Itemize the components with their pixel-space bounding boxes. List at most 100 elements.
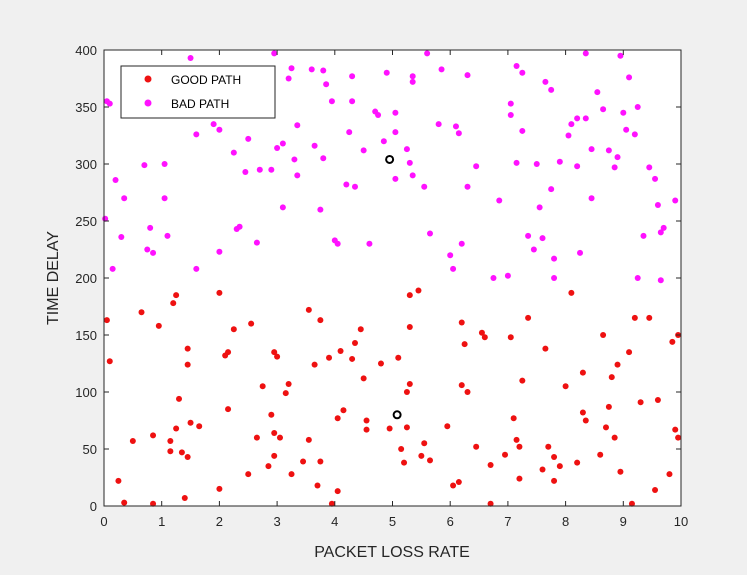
- bad-path-point: [611, 164, 618, 171]
- good-path-point: [337, 347, 344, 354]
- bad-path-point: [392, 175, 399, 182]
- bad-path-point: [654, 202, 661, 209]
- good-path-point: [669, 338, 676, 345]
- bad-path-point: [320, 67, 327, 74]
- y-tick-label: 150: [75, 328, 97, 343]
- bad-path-point: [490, 275, 497, 281]
- highlighted-point: [392, 410, 402, 420]
- good-path-point: [317, 317, 324, 324]
- bad-path-point: [568, 121, 575, 128]
- x-tick-label: 6: [447, 514, 454, 529]
- good-path-point: [602, 424, 609, 431]
- good-path-point: [579, 369, 586, 376]
- bad-path-point: [294, 172, 301, 179]
- highlighted-point: [385, 154, 395, 164]
- bad-path-point: [346, 129, 353, 136]
- bad-path-point: [161, 161, 168, 167]
- bad-path-point: [141, 162, 148, 169]
- bad-path-point: [577, 249, 584, 256]
- good-path-point: [360, 375, 367, 382]
- bad-path-point: [507, 111, 514, 118]
- good-path-point: [196, 423, 203, 430]
- bad-path-point: [383, 69, 390, 76]
- good-path-point: [510, 415, 517, 422]
- good-path-point: [403, 424, 410, 431]
- y-axis-ticks: 0 50 100 150 200 250 300 350 400: [75, 43, 681, 514]
- good-path-point: [282, 390, 289, 397]
- bad-path-point: [513, 159, 520, 166]
- good-path-point: [637, 399, 644, 406]
- good-path-point: [464, 389, 471, 395]
- y-tick-label: 300: [75, 157, 97, 172]
- y-tick-label: 250: [75, 214, 97, 229]
- good-path-point: [271, 452, 278, 459]
- y-tick-label: 0: [90, 499, 97, 514]
- bad-path-point: [323, 81, 330, 88]
- good-path-point: [334, 415, 341, 422]
- bad-path-point: [614, 154, 621, 161]
- bad-path-point: [473, 163, 480, 170]
- bad-path-point: [308, 66, 315, 73]
- bad-path-point: [106, 100, 113, 107]
- bad-path-point: [594, 89, 601, 96]
- good-path-point: [150, 500, 157, 507]
- bad-path-point: [334, 240, 341, 247]
- good-path-point: [487, 500, 494, 507]
- bad-path-point: [657, 229, 664, 236]
- bad-path-point: [351, 183, 358, 190]
- good-path-point: [363, 417, 370, 424]
- good-path-point: [675, 434, 682, 441]
- good-path-point: [259, 383, 266, 390]
- bad-path-point: [392, 129, 399, 136]
- bad-path-point: [548, 186, 555, 193]
- good-path-point: [265, 463, 272, 470]
- bad-path-point: [620, 109, 627, 116]
- legend-label-good-path: GOOD PATH: [171, 73, 241, 87]
- x-tick-label: 1: [158, 514, 165, 529]
- good-path-point: [614, 361, 621, 368]
- bad-path-point: [230, 149, 237, 156]
- bad-path-point: [360, 147, 367, 154]
- good-path-point: [121, 499, 128, 506]
- good-path-point: [611, 434, 618, 441]
- bad-path-point: [291, 156, 298, 163]
- bad-path-point: [507, 100, 514, 107]
- x-tick-label: 9: [620, 514, 627, 529]
- bad-path-point: [660, 224, 667, 231]
- good-path-point: [628, 500, 635, 507]
- good-path-point: [516, 475, 523, 482]
- bad-path-point: [588, 195, 595, 202]
- good-path-point: [271, 430, 278, 437]
- good-path-point: [450, 482, 457, 489]
- good-path-point: [268, 411, 275, 418]
- good-path-point: [617, 468, 624, 475]
- bad-path-point: [574, 115, 581, 122]
- bad-path-point: [435, 121, 442, 128]
- good-path-point: [167, 448, 174, 455]
- bad-path-point: [548, 86, 555, 93]
- good-path-point: [253, 434, 260, 441]
- bad-path-point: [409, 73, 416, 80]
- good-path-point: [326, 354, 333, 361]
- good-path-point: [274, 353, 281, 360]
- good-path-point: [225, 406, 232, 413]
- bad-path-point: [605, 147, 612, 154]
- good-path-point: [106, 358, 113, 365]
- good-path-point: [271, 349, 278, 356]
- x-tick-label: 4: [331, 514, 338, 529]
- bad-path-point: [452, 123, 459, 130]
- bad-path-point: [375, 111, 382, 118]
- good-path-point: [654, 396, 661, 403]
- good-path-point: [403, 389, 410, 395]
- x-tick-label: 5: [389, 514, 396, 529]
- bad-path-point: [268, 166, 275, 173]
- good-path-point: [216, 289, 223, 296]
- good-path-point: [513, 436, 520, 443]
- bad-path-point: [392, 109, 399, 116]
- good-path-point: [129, 438, 136, 445]
- bad-path-point: [274, 145, 281, 152]
- x-tick-label: 10: [674, 514, 688, 529]
- good-path-point: [311, 361, 318, 368]
- good-path-point: [334, 488, 341, 495]
- good-path-point: [178, 449, 185, 456]
